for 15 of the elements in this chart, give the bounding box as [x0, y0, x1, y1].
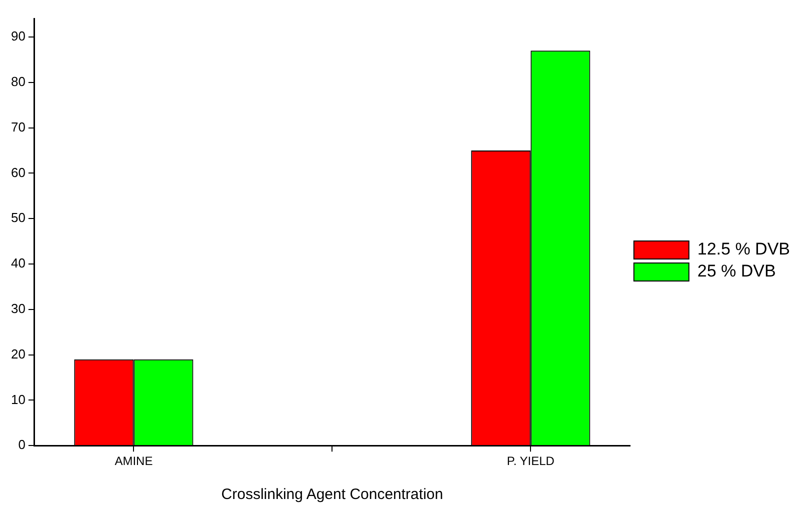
y-tick-label: 0 — [18, 437, 26, 452]
y-tick-label: 50 — [10, 210, 26, 226]
y-tick-label: 40 — [10, 256, 26, 271]
y-tick-label: 90 — [10, 28, 26, 44]
legend-label: 25 % DVB — [697, 262, 776, 281]
y-tick-label: 70 — [10, 119, 26, 134]
y-tick-label: 30 — [10, 300, 26, 316]
x-tick-label: AMINE — [114, 454, 153, 468]
y-tick-label: 60 — [10, 164, 26, 180]
y-tick-label: 80 — [10, 74, 26, 89]
legend-label: 12.5 % DVB — [697, 240, 790, 259]
x-axis-title: Crosslinking Agent Concentration — [221, 486, 444, 504]
y-tick-label: 20 — [10, 346, 26, 362]
x-tick-label: P. YIELD — [506, 454, 555, 468]
y-tick-label: 10 — [10, 392, 26, 407]
